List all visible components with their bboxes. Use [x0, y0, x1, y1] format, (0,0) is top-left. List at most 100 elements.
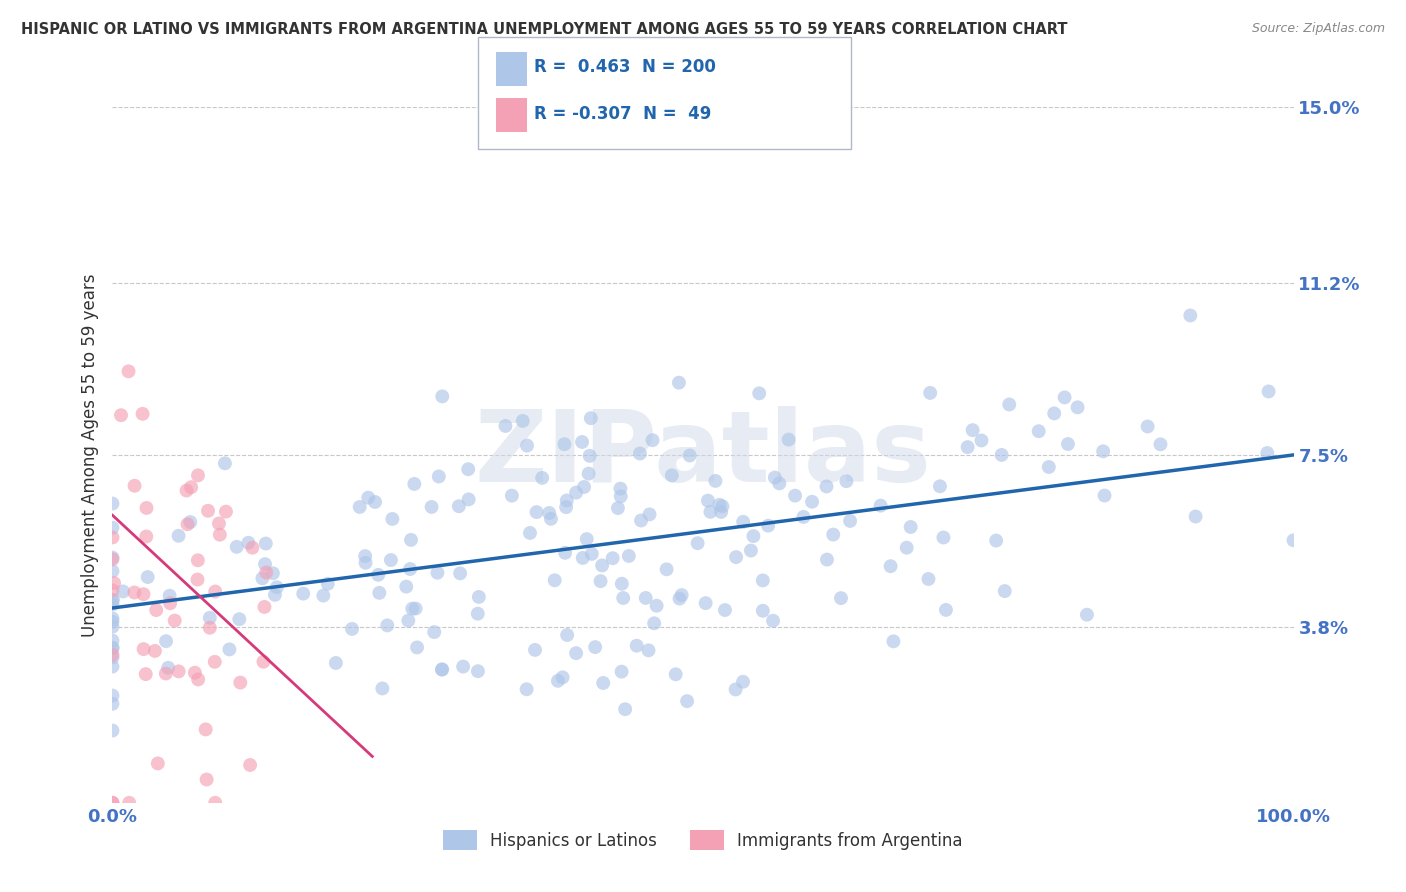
- Point: [1057, 437, 1080, 451]
- Point: [132, 642, 155, 657]
- Point: [395, 580, 418, 594]
- Point: [208, 516, 231, 531]
- Point: [467, 664, 489, 678]
- Point: [253, 599, 276, 614]
- Point: [316, 576, 339, 591]
- Point: [180, 480, 202, 494]
- Point: [524, 643, 547, 657]
- Point: [740, 543, 762, 558]
- Point: [591, 558, 613, 573]
- Point: [449, 566, 471, 581]
- Point: [676, 694, 699, 708]
- Point: [340, 622, 363, 636]
- Text: HISPANIC OR LATINO VS IMMIGRANTS FROM ARGENTINA UNEMPLOYMENT AMONG AGES 55 TO 59: HISPANIC OR LATINO VS IMMIGRANTS FROM AR…: [21, 22, 1067, 37]
- Point: [396, 614, 419, 628]
- Point: [101, 593, 124, 607]
- Point: [194, 723, 217, 737]
- Point: [768, 476, 790, 491]
- Point: [229, 675, 252, 690]
- Point: [572, 480, 595, 494]
- Point: [538, 506, 561, 520]
- Point: [218, 642, 240, 657]
- Point: [215, 505, 238, 519]
- Point: [457, 492, 479, 507]
- Point: [554, 546, 576, 560]
- Point: [457, 462, 479, 476]
- Point: [405, 601, 427, 615]
- Point: [118, 796, 141, 810]
- Point: [176, 483, 198, 498]
- Point: [135, 667, 157, 681]
- Point: [645, 599, 668, 613]
- Point: [709, 498, 731, 512]
- Point: [579, 411, 602, 425]
- Point: [695, 596, 717, 610]
- Point: [238, 536, 260, 550]
- Point: [368, 586, 391, 600]
- Point: [711, 500, 734, 514]
- Point: [630, 513, 652, 527]
- Point: [612, 591, 634, 605]
- Point: [117, 364, 139, 378]
- Point: [364, 495, 387, 509]
- Point: [575, 532, 598, 546]
- Point: [101, 620, 124, 634]
- Point: [101, 650, 124, 665]
- Point: [432, 389, 454, 403]
- Point: [349, 500, 371, 514]
- Point: [1043, 406, 1066, 420]
- Point: [187, 468, 209, 483]
- Point: [159, 589, 181, 603]
- Point: [792, 510, 814, 524]
- Point: [204, 655, 226, 669]
- Point: [124, 479, 146, 493]
- Point: [748, 386, 770, 401]
- Point: [101, 552, 124, 566]
- Legend: Hispanics or Latinos, Immigrants from Argentina: Hispanics or Latinos, Immigrants from Ar…: [437, 823, 969, 857]
- Point: [671, 588, 693, 602]
- Point: [935, 603, 957, 617]
- Point: [578, 449, 600, 463]
- Point: [208, 527, 231, 541]
- Point: [637, 643, 659, 657]
- Point: [1282, 533, 1305, 548]
- Point: [204, 796, 226, 810]
- Point: [823, 527, 845, 541]
- Point: [578, 467, 600, 481]
- Text: ZIPatlas: ZIPatlas: [475, 407, 931, 503]
- Point: [879, 559, 901, 574]
- Point: [1180, 309, 1202, 323]
- Point: [101, 550, 124, 565]
- Point: [970, 434, 993, 448]
- Point: [266, 580, 288, 594]
- Point: [544, 574, 567, 588]
- Point: [762, 614, 785, 628]
- Point: [380, 553, 402, 567]
- Point: [495, 419, 517, 434]
- Point: [783, 489, 806, 503]
- Point: [526, 505, 548, 519]
- Point: [325, 656, 347, 670]
- Point: [994, 584, 1017, 599]
- Point: [869, 499, 891, 513]
- Point: [1076, 607, 1098, 622]
- Point: [1038, 460, 1060, 475]
- Point: [1184, 509, 1206, 524]
- Point: [101, 615, 124, 629]
- Point: [357, 491, 380, 505]
- Point: [447, 500, 470, 514]
- Point: [1136, 419, 1159, 434]
- Point: [555, 500, 578, 515]
- Point: [516, 682, 538, 697]
- Point: [699, 505, 721, 519]
- Point: [155, 666, 177, 681]
- Point: [179, 515, 201, 529]
- Point: [101, 530, 124, 544]
- Point: [1066, 401, 1088, 415]
- Point: [101, 659, 124, 673]
- Point: [801, 495, 824, 509]
- Point: [406, 640, 429, 655]
- Point: [733, 515, 755, 529]
- Point: [638, 508, 661, 522]
- Point: [583, 640, 606, 654]
